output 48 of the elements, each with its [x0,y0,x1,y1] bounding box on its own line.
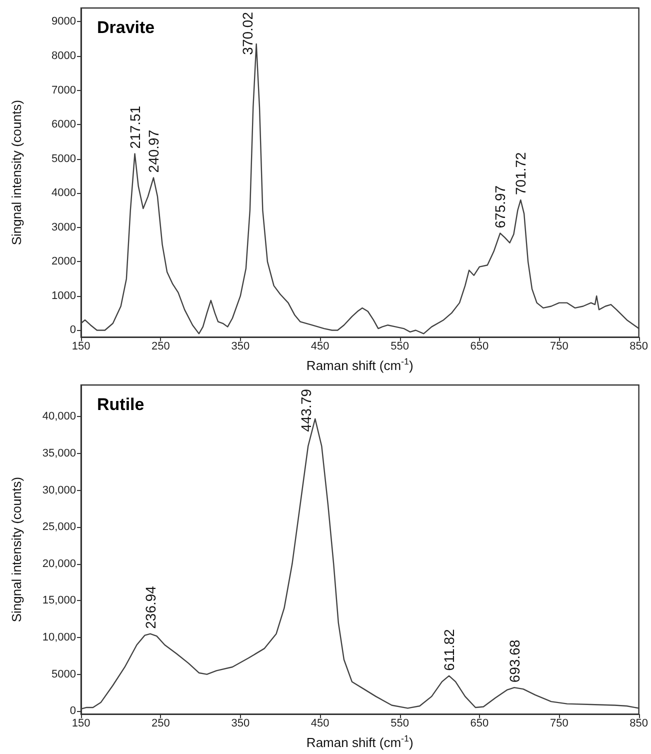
y-tick-label: 30,000 [42,484,76,496]
x-tick-label: 250 [152,718,170,730]
annotation: 675.97 [492,185,508,228]
x-tick-label: 350 [231,340,250,353]
x-tick-label: 850 [630,718,648,730]
x-tick-label: 450 [310,340,330,353]
x-tick-label: 550 [390,340,409,353]
y-tick-label: 8000 [52,50,76,62]
y-axis-title: Singnal intensity (counts) [9,476,24,622]
x-tick-label: 450 [310,718,330,730]
y-tick-label: 40,000 [42,410,76,423]
x-tick-label: 150 [72,340,90,353]
annotation: 611.82 [441,628,458,671]
text: Rutile [97,395,144,414]
y-tick-label: 25,000 [42,521,76,534]
y-axis-title: Singnal intensity (counts) [9,100,24,246]
y-tick-label: 35,000 [42,447,76,460]
x-tick-label: 550 [390,718,409,730]
x-tick-label: 750 [550,718,568,730]
x-tick-label: 750 [550,340,568,353]
y-tick-label: 1000 [52,290,76,302]
y-tick-label: 0 [70,324,76,336]
y-tick-label: 5000 [52,152,76,165]
annotation: 701.72 [512,152,529,195]
y-tick-label: 0 [70,705,76,718]
x-tick-label: 350 [231,718,250,730]
text: Dravite [97,18,155,37]
x-tick-label: 250 [152,340,170,353]
x-tick-label: 650 [470,718,489,730]
annotation: 693.68 [506,640,522,683]
x-tick-label: 650 [470,340,489,353]
y-tick-label: 4000 [52,187,76,200]
y-tick-label: 5000 [52,668,76,680]
y-tick-label: 15,000 [42,594,76,607]
annotation: 236.94 [142,586,158,629]
annotation: 217.51 [126,106,143,149]
x-tick-label: 150 [72,718,90,730]
annotation: 370.02 [239,12,256,55]
y-tick-label: 2000 [52,256,76,268]
y-tick-label: 6000 [52,118,76,131]
y-tick-label: 10,000 [42,632,76,644]
annotation: 443.79 [298,388,314,432]
annotation: 240.97 [145,130,162,173]
y-tick-label: 9000 [52,16,76,28]
y-tick-label: 7000 [52,84,76,96]
x-tick-label: 850 [630,340,648,353]
y-tick-label: 3000 [52,221,76,234]
y-tick-label: 20,000 [42,558,76,570]
